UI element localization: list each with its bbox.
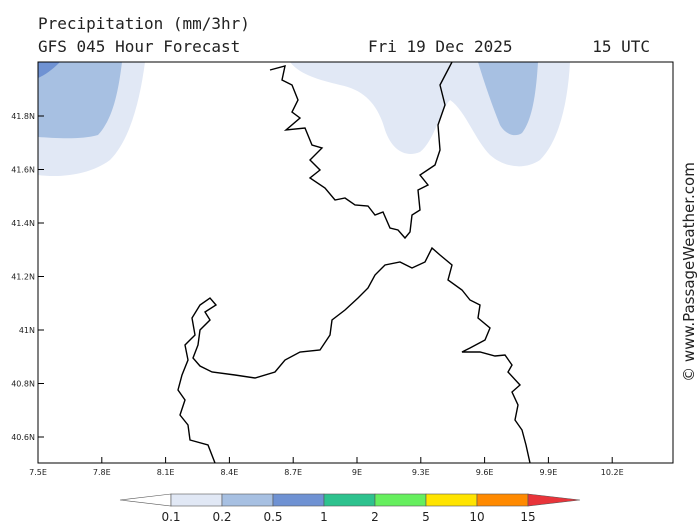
lat-label: 41.6N: [11, 166, 35, 175]
precip-area: [38, 62, 122, 139]
colorbar-label: 10: [469, 510, 484, 524]
lon-label: 8.7E: [284, 468, 302, 477]
lon-label: 9.6E: [476, 468, 494, 477]
map-frame: [37, 61, 674, 464]
forecast-date: Fri 19 Dec 2025: [368, 37, 513, 56]
lat-label: 40.6N: [11, 433, 35, 442]
lon-label: 8.1E: [157, 468, 175, 477]
lat-label: 41.8N: [11, 112, 35, 121]
colorbar-label: 0.2: [212, 510, 231, 524]
precip-area: [478, 62, 538, 136]
coast-sardinia: [177, 246, 531, 463]
colorbar-label: 0.1: [161, 510, 180, 524]
lon-label: 9.3E: [412, 468, 430, 477]
lon-label: 9.9E: [540, 468, 558, 477]
coastline: [177, 62, 531, 463]
colorbar-label: 2: [371, 510, 379, 524]
lat-label: 40.8N: [11, 380, 35, 389]
lon-label: 9E: [352, 468, 362, 477]
colorbar-box: [170, 493, 223, 507]
colorbar-label: 15: [520, 510, 535, 524]
colorbar: 0.1 0.2 0.5 1 2 5 10 15: [119, 493, 581, 524]
lat-label: 41N: [19, 326, 35, 335]
lon-label: 8.4E: [221, 468, 239, 477]
lat-label: 41.4N: [11, 219, 35, 228]
colorbar-box: [476, 493, 529, 507]
coast-corsica: [269, 62, 453, 240]
title: Precipitation (mm/3hr): [38, 14, 250, 33]
lat-label: 41.2N: [11, 273, 35, 282]
lon-label: 7.5E: [29, 468, 47, 477]
colorbar-high: [527, 493, 581, 507]
colorbar-label: 5: [422, 510, 430, 524]
precipitation: [38, 62, 570, 177]
colorbar-box: [272, 493, 325, 507]
colorbar-box: [221, 493, 274, 507]
colorbar-label: 0.5: [263, 510, 282, 524]
colorbar-box: [374, 493, 427, 507]
watermark: © www.PassageWeather.com: [680, 162, 698, 382]
colorbar-label: 1: [320, 510, 328, 524]
colorbar-low: [119, 493, 172, 507]
colorbar-box: [425, 493, 478, 507]
colorbar-box: [323, 493, 376, 507]
lon-label: 7.8E: [93, 468, 111, 477]
forecast-time: 15 UTC: [592, 37, 650, 56]
precip-area: [38, 62, 60, 78]
lon-label: 10.2E: [601, 468, 624, 477]
subtitle: GFS 045 Hour Forecast: [38, 37, 240, 56]
axis-ticks: 41.8N 41.6N 41.4N 41.2N 41N 40.8N 40.6N 7.5E 7.8…: [11, 112, 623, 477]
map-area: [37, 61, 674, 464]
